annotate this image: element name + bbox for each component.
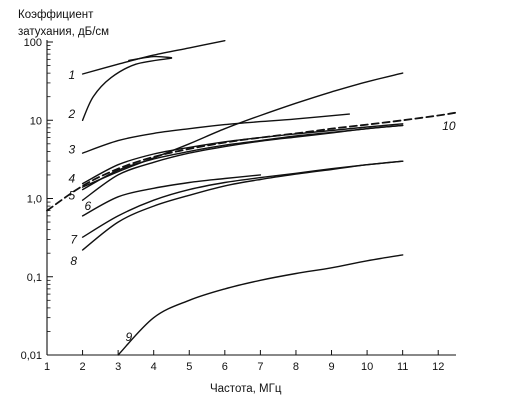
y-tick-label: 100 xyxy=(24,37,42,49)
x-tick-label: 11 xyxy=(397,361,408,373)
x-tick-label: 4 xyxy=(151,361,157,373)
curve-label-7: 7 xyxy=(70,232,78,246)
y-tick-label: 10 xyxy=(30,115,42,127)
curve-label-4: 4 xyxy=(69,172,76,186)
x-tick-label: 9 xyxy=(328,361,334,373)
series-line-4 xyxy=(81,72,404,188)
series-line-4 xyxy=(81,123,404,185)
series-line-6 xyxy=(81,124,404,201)
series-line-2 xyxy=(81,57,173,121)
curve-label-9: 9 xyxy=(125,330,132,344)
curve-label-3: 3 xyxy=(69,143,76,157)
x-tick-label: 2 xyxy=(80,361,86,373)
x-tick-label: 3 xyxy=(115,361,121,373)
series-line-3 xyxy=(81,113,350,154)
series-line-1 xyxy=(128,55,173,62)
series-line-7 xyxy=(81,174,262,217)
x-axis-label: Частота, МГц xyxy=(210,383,282,395)
y-tick-label: 0,01 xyxy=(21,350,42,362)
curve-label-10: 10 xyxy=(442,119,456,133)
curve-label-5: 5 xyxy=(69,188,76,202)
series-line-9 xyxy=(117,254,404,356)
x-tick-label: 7 xyxy=(257,361,263,373)
y-axis-label-line-1: Коэффициент xyxy=(18,9,94,21)
series-line-8 xyxy=(81,160,404,238)
y-tick-label: 1,0 xyxy=(27,194,42,206)
y-axis-label-line-2: затухания, дБ/см xyxy=(18,26,109,38)
chart-axes xyxy=(46,40,456,356)
curve-label-1: 1 xyxy=(69,68,76,82)
series-line-10 xyxy=(46,111,457,212)
series-line-8 xyxy=(81,160,404,251)
x-tick-label: 8 xyxy=(293,361,299,373)
x-tick-label: 12 xyxy=(432,361,444,373)
curve-label-2: 2 xyxy=(68,107,76,121)
curve-label-6: 6 xyxy=(85,199,92,213)
x-tick-label: 1 xyxy=(44,361,50,373)
curve-label-8: 8 xyxy=(70,254,77,268)
x-tick-label: 6 xyxy=(222,361,228,373)
series-line-1 xyxy=(81,40,226,75)
x-tick-label: 10 xyxy=(361,361,373,373)
x-tick-label: 5 xyxy=(186,361,192,373)
y-tick-label: 0,1 xyxy=(27,272,42,284)
chart-series xyxy=(46,40,457,356)
chart-curve-labels: 1 2 3 4 56 7 8 9 10 xyxy=(68,68,456,344)
